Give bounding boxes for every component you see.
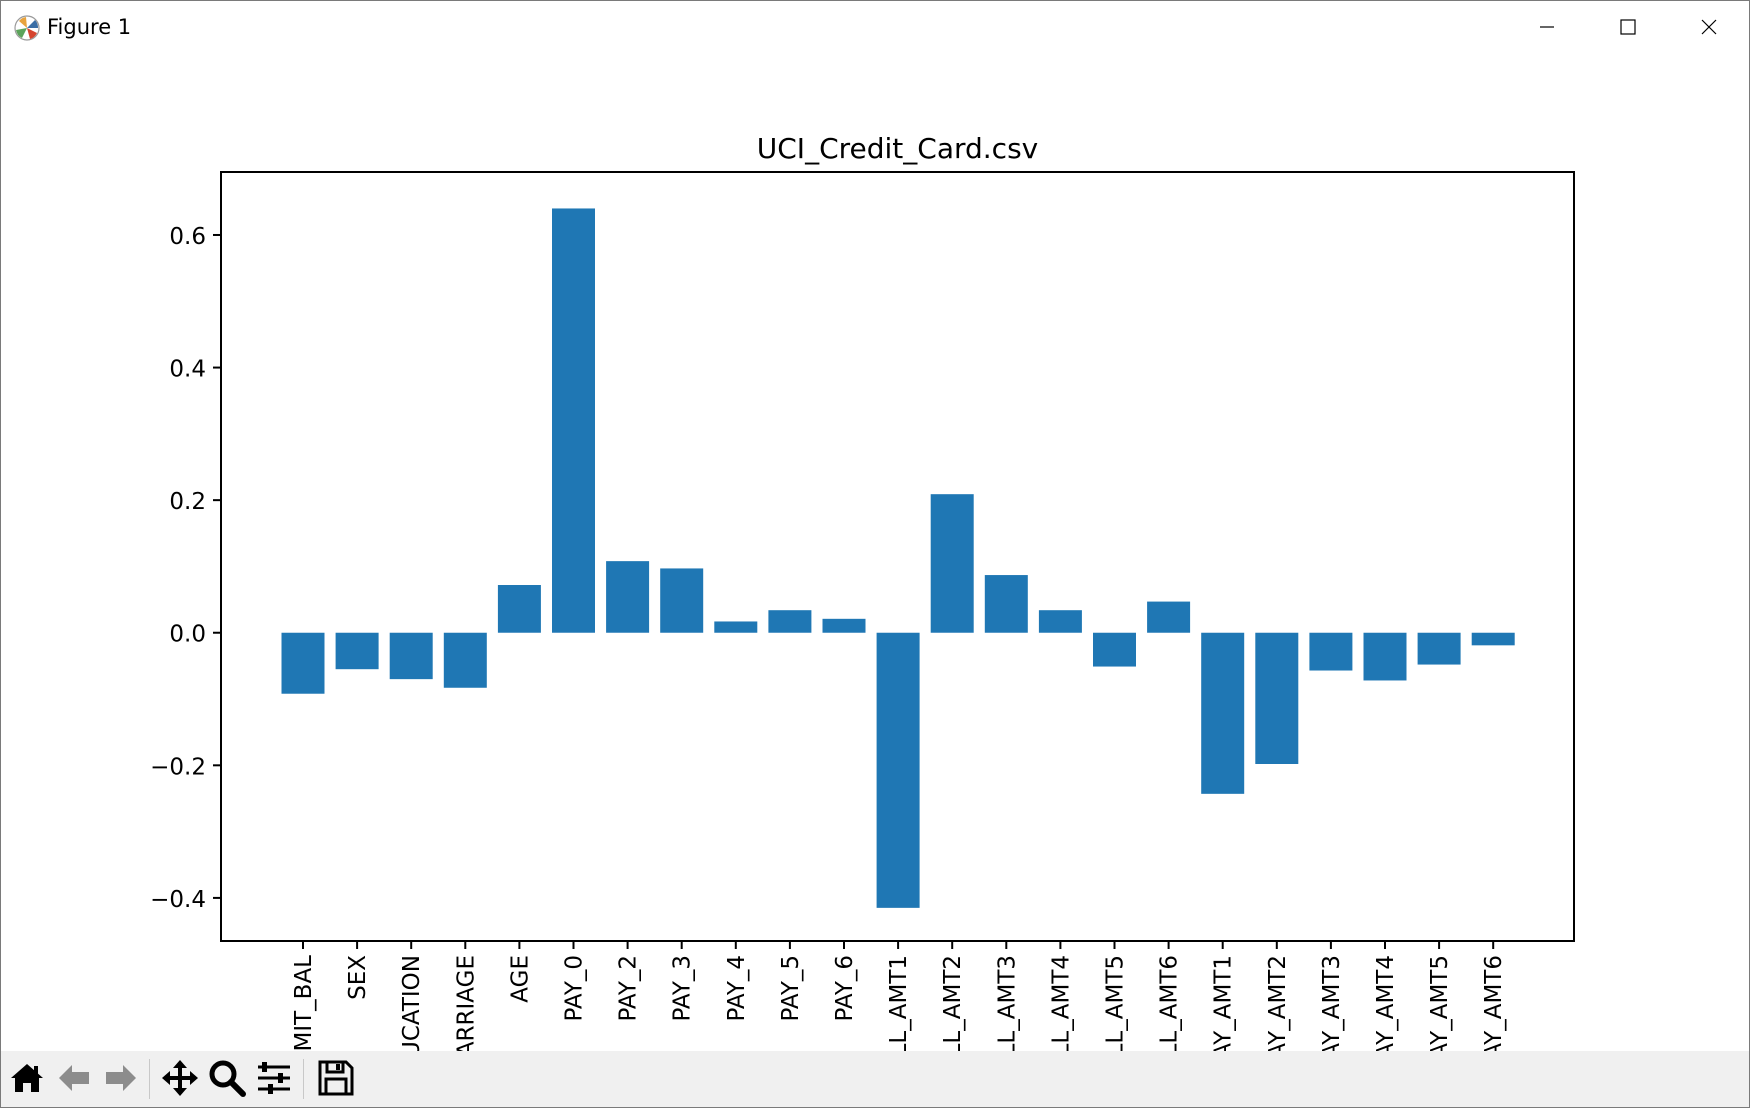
matplotlib-logo-icon [14, 15, 40, 41]
x-tick-label: BILL_AMT1 [886, 955, 912, 1051]
x-tick-label: PAY_AMT3 [1319, 955, 1345, 1051]
x-tick-label: LIMIT_BAL [291, 955, 317, 1051]
y-tick-label: 0.0 [169, 622, 206, 648]
pan-icon [162, 1060, 198, 1096]
y-tick-label: 0.2 [169, 489, 206, 515]
save-button[interactable] [313, 1055, 359, 1101]
home-button[interactable] [4, 1055, 50, 1101]
y-tick-label: −0.4 [150, 887, 206, 913]
window-title: Figure 1 [47, 15, 132, 39]
x-tick-label: BILL_AMT4 [1048, 955, 1074, 1051]
bar [768, 610, 812, 633]
bar [660, 568, 704, 633]
bar [1309, 632, 1353, 671]
save-icon [318, 1060, 354, 1096]
bar [876, 632, 920, 908]
home-icon [11, 1064, 43, 1092]
bar [1093, 632, 1136, 667]
plot-canvas[interactable]: UCI_Credit_Card.csv −0.4 −0.2 0.0 0.2 0.4 0.6 L… [1, 53, 1749, 1051]
forward-arrow-icon [106, 1065, 136, 1091]
x-tick-label: SEX [345, 955, 371, 1000]
back-button[interactable] [51, 1055, 97, 1101]
bar [443, 632, 487, 688]
bar [497, 585, 541, 633]
zoom-icon [209, 1060, 246, 1097]
x-tick-label: PAY_AMT2 [1265, 955, 1291, 1051]
bar [389, 632, 433, 680]
maximize-button[interactable] [1588, 1, 1668, 53]
forward-button[interactable] [98, 1055, 144, 1101]
bar [552, 208, 595, 633]
toolbar-separator [149, 1059, 150, 1099]
y-tick-label: 0.4 [169, 357, 206, 383]
x-tick-label: MARRIAGE [453, 955, 479, 1051]
configure-subplots-icon [258, 1062, 290, 1094]
y-tick-label: 0.6 [169, 224, 206, 250]
x-tick-label: PAY_AMT5 [1427, 955, 1453, 1051]
x-tick-label: PAY_4 [724, 955, 750, 1022]
bar [1038, 610, 1082, 633]
x-tick-label: BILL_AMT3 [994, 955, 1020, 1051]
toolbar-separator [303, 1059, 304, 1099]
bar [1417, 632, 1461, 665]
bar [335, 632, 379, 670]
bar [1363, 632, 1407, 681]
bar [1255, 632, 1299, 764]
navigation-toolbar [1, 1051, 1749, 1107]
title-bar: Figure 1 [1, 1, 1749, 53]
pan-button[interactable] [157, 1055, 203, 1101]
y-tick-label: −0.2 [150, 754, 206, 780]
minimize-button[interactable] [1507, 1, 1587, 53]
x-tick-label: AGE [507, 955, 533, 1003]
x-tick-label: EDUCATION [399, 955, 425, 1051]
bar [281, 632, 325, 694]
x-tick-label: BILL_AMT6 [1157, 955, 1183, 1051]
x-tick-label: PAY_6 [832, 955, 858, 1022]
chart-title: UCI_Credit_Card.csv [757, 132, 1038, 165]
maximize-icon [1620, 19, 1636, 35]
bar [930, 494, 974, 633]
x-tick-label: PAY_3 [670, 955, 696, 1022]
configure-subplots-button[interactable] [251, 1055, 297, 1101]
x-tick-label: PAY_AMT4 [1373, 955, 1399, 1051]
bar [984, 575, 1028, 633]
x-tick-labels: LIMIT_BAL SEX EDUCATION MARRIAGE AGE PAY_0 PAY… [291, 955, 1507, 1051]
bar [714, 621, 758, 633]
close-button[interactable] [1669, 1, 1749, 53]
x-tick-label: BILL_AMT5 [1103, 955, 1129, 1051]
minimize-icon [1540, 26, 1554, 28]
close-icon [1701, 19, 1717, 35]
x-tick-label: PAY_5 [778, 955, 804, 1022]
zoom-button[interactable] [204, 1055, 250, 1101]
bar [822, 618, 866, 633]
bar [606, 561, 650, 633]
bar-chart: UCI_Credit_Card.csv −0.4 −0.2 0.0 0.2 0.4 0.6 L… [150, 132, 1575, 1051]
bar [1147, 601, 1191, 633]
bar [1201, 632, 1245, 794]
bar [1471, 632, 1515, 646]
x-tick-label: PAY_AMT1 [1211, 955, 1237, 1051]
x-tick-label: BILL_AMT2 [940, 955, 966, 1051]
back-arrow-icon [59, 1065, 89, 1091]
x-tick-label: PAY_2 [616, 955, 642, 1022]
x-tick-label: PAY_0 [562, 955, 588, 1022]
x-tick-label: PAY_AMT6 [1481, 955, 1507, 1051]
